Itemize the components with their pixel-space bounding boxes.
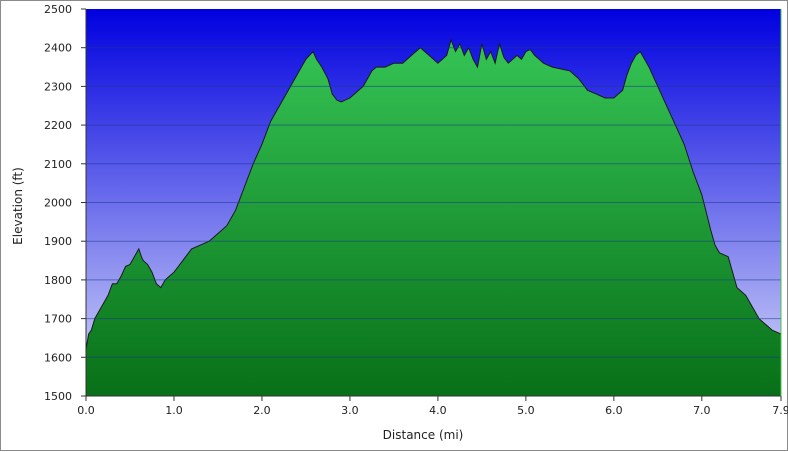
y-tick-label: 2000 [44, 197, 72, 210]
x-tick-label: 1.0 [165, 404, 183, 417]
y-tick-label: 2200 [44, 119, 72, 132]
x-tick-label: 2.0 [253, 404, 271, 417]
y-axis-title: Elevation (ft) [11, 167, 25, 245]
y-tick-label: 1700 [44, 313, 72, 326]
y-axis-ticks: 1500 1600 1700 1800 1900 2000 2100 2200 2300 2400… [44, 3, 86, 403]
y-tick-label: 1600 [44, 351, 72, 364]
x-tick-label: 6.0 [605, 404, 623, 417]
x-tick-label: 4.0 [429, 404, 447, 417]
y-tick-label: 1900 [44, 235, 72, 248]
y-tick-label: 2100 [44, 158, 72, 171]
gridlines [86, 47, 781, 358]
x-axis-title: Distance (mi) [383, 428, 464, 442]
x-tick-label: 7.9 [772, 404, 788, 417]
x-axis-ticks: 0.0 1.0 2.0 3.0 4.0 5.0 6.0 7.0 7.9 [77, 396, 788, 417]
x-tick-label: 0.0 [77, 404, 95, 417]
y-tick-label: 1500 [44, 390, 72, 403]
y-tick-label: 2300 [44, 80, 72, 93]
y-tick-label: 1800 [44, 274, 72, 287]
y-tick-label: 2400 [44, 42, 72, 55]
x-tick-label: 3.0 [341, 404, 359, 417]
y-tick-label: 2500 [44, 3, 72, 16]
x-tick-label: 7.0 [693, 404, 711, 417]
x-tick-label: 5.0 [517, 404, 535, 417]
